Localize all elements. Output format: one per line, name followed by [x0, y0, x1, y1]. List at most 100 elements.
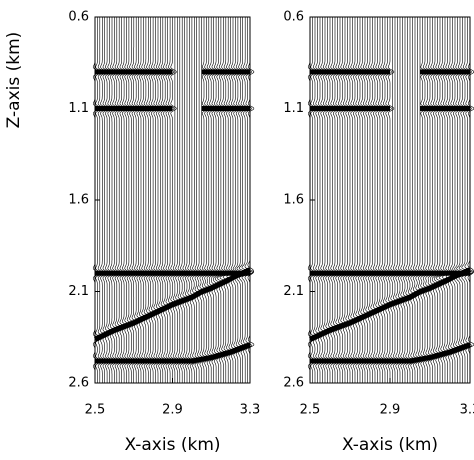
trace	[160, 17, 168, 383]
trace	[400, 17, 407, 383]
trace	[367, 17, 375, 383]
trace	[322, 17, 330, 383]
trace	[395, 17, 402, 383]
y-tick-label: 1.6	[68, 193, 89, 208]
trace	[327, 17, 335, 383]
trace	[362, 17, 370, 383]
trace	[458, 17, 472, 383]
trace	[392, 17, 400, 383]
trace	[335, 17, 342, 383]
trace	[407, 17, 415, 383]
trace	[438, 17, 447, 383]
x-tick-label: 2.5	[85, 403, 106, 418]
trace	[325, 17, 332, 383]
trace	[360, 17, 367, 383]
trace	[194, 17, 202, 383]
trace	[146, 17, 153, 383]
trace	[390, 17, 397, 383]
trace	[238, 17, 252, 383]
trace	[119, 17, 126, 383]
trace	[461, 17, 473, 383]
y-tick-label: 2.6	[68, 376, 89, 391]
trace	[143, 17, 151, 383]
trace	[244, 17, 254, 383]
trace	[372, 17, 380, 383]
trace	[317, 17, 325, 383]
trace	[387, 17, 395, 383]
x-tick-label: 2.9	[380, 403, 401, 418]
trace	[397, 17, 405, 383]
trace	[410, 17, 417, 383]
trace	[320, 17, 327, 383]
trace	[184, 17, 192, 383]
trace	[445, 17, 452, 383]
trace	[177, 17, 185, 383]
trace	[112, 17, 119, 383]
y-axis-label: Z-axis (km)	[4, 32, 24, 129]
trace	[422, 17, 430, 383]
trace	[340, 17, 347, 383]
trace	[100, 17, 107, 383]
trace	[217, 17, 226, 383]
y-tick-label: 2.6	[283, 376, 304, 391]
trace	[155, 17, 163, 383]
trace	[199, 17, 206, 383]
trace	[206, 17, 214, 383]
trace	[241, 17, 253, 383]
x-tick-label: 3.3	[460, 403, 474, 418]
trace	[450, 17, 457, 383]
trace	[228, 17, 235, 383]
trace	[385, 17, 392, 383]
trace	[158, 17, 165, 383]
y-tick-label: 0.6	[283, 10, 304, 25]
y-tick-label: 2.1	[283, 284, 304, 299]
trace	[165, 17, 173, 383]
trace	[234, 17, 245, 383]
trace	[456, 17, 468, 383]
trace	[138, 17, 146, 383]
trace	[315, 17, 322, 383]
x-axis-label: X-axis (km)	[124, 435, 220, 455]
trace	[330, 17, 337, 383]
trace	[214, 17, 223, 383]
trace	[452, 17, 460, 383]
trace	[124, 17, 131, 383]
trace	[189, 17, 197, 383]
trace	[121, 17, 129, 383]
trace	[417, 17, 425, 383]
trace	[355, 17, 362, 383]
trace	[433, 17, 442, 383]
trace	[172, 17, 180, 383]
reflector	[95, 342, 251, 364]
trace	[153, 17, 160, 383]
trace	[226, 17, 233, 383]
trace	[109, 17, 117, 383]
trace	[382, 17, 390, 383]
trace	[431, 17, 440, 383]
trace	[420, 17, 427, 383]
trace	[402, 17, 410, 383]
trace	[192, 17, 199, 383]
y-tick-label: 0.6	[68, 10, 89, 25]
trace	[430, 17, 437, 383]
trace	[375, 17, 382, 383]
trace	[117, 17, 124, 383]
trace	[454, 17, 465, 383]
trace	[332, 17, 340, 383]
trace	[167, 17, 175, 383]
trace	[182, 17, 189, 383]
trace	[464, 17, 474, 383]
trace	[148, 17, 156, 383]
trace	[141, 17, 148, 383]
trace	[219, 17, 228, 383]
trace	[337, 17, 345, 383]
trace	[107, 17, 114, 383]
x-axis-label: X-axis (km)	[342, 435, 438, 455]
trace	[175, 17, 182, 383]
trace	[365, 17, 372, 383]
trace	[370, 17, 377, 383]
trace	[441, 17, 450, 383]
x-tick-label: 2.5	[300, 403, 321, 418]
trace	[201, 17, 209, 383]
trace	[357, 17, 365, 383]
